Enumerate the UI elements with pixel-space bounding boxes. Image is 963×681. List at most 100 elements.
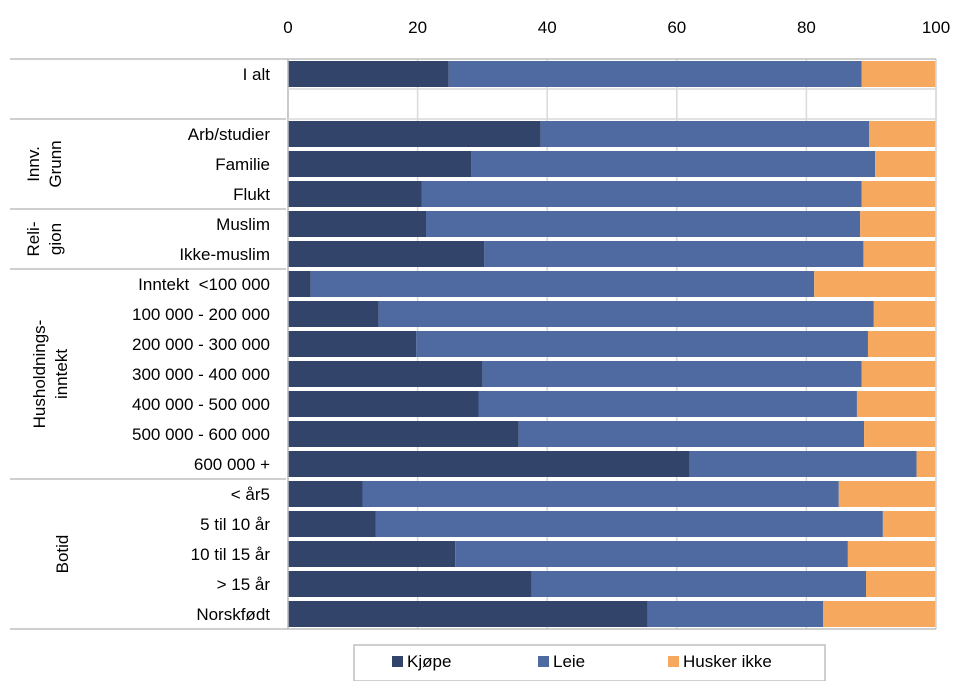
category-label: > 15 år — [217, 575, 271, 594]
bar-kjøpe — [288, 241, 485, 267]
x-tick-label: 20 — [408, 18, 427, 37]
category-label: I alt — [243, 65, 271, 84]
bar-kjøpe — [288, 331, 417, 357]
category-label: 300 000 - 400 000 — [132, 365, 270, 384]
group-label-line: Botid — [53, 535, 72, 574]
bar-kjøpe — [288, 151, 472, 177]
bar-leie — [478, 391, 857, 417]
bar-kjøpe — [288, 481, 363, 507]
category-label: 100 000 - 200 000 — [132, 305, 270, 324]
category-label: 200 000 - 300 000 — [132, 335, 270, 354]
category-label: Familie — [215, 155, 270, 174]
bar-leie — [540, 121, 870, 147]
bar-leie — [531, 571, 867, 597]
x-tick-label: 60 — [667, 18, 686, 37]
bar-husker-ikke — [882, 511, 936, 537]
bar-leie — [378, 301, 874, 327]
bar-leie — [426, 211, 861, 237]
bar-kjøpe — [288, 391, 479, 417]
bar-leie — [471, 151, 876, 177]
group-label: Husholdnings-inntekt — [30, 320, 71, 429]
x-tick-labels: 0 20 40 60 80 100 — [283, 18, 950, 37]
legend-swatch — [668, 656, 679, 667]
bar-husker-ikke — [860, 211, 936, 237]
bar-leie — [518, 421, 865, 447]
legend-box — [353, 644, 826, 681]
bars — [288, 61, 936, 627]
category-label: 600 000 + — [194, 455, 270, 474]
bar-husker-ikke — [864, 421, 936, 447]
group-label-line: inntekt — [52, 349, 71, 399]
bar-husker-ikke — [847, 541, 936, 567]
bar-kjøpe — [288, 61, 449, 87]
group-label-line: Grunn — [46, 140, 65, 187]
category-labels: I alt Arb/studier Familie Flukt Muslim Ikke-m… — [132, 65, 270, 624]
category-label: Norskfødt — [196, 605, 270, 624]
bar-leie — [421, 181, 862, 207]
legend-label: Husker ikke — [683, 652, 772, 671]
legend-swatch — [538, 656, 549, 667]
bar-leie — [375, 511, 883, 537]
bar-husker-ikke — [873, 301, 936, 327]
bar-kjøpe — [288, 181, 422, 207]
bar-leie — [455, 541, 848, 567]
bar-kjøpe — [288, 301, 379, 327]
bar-kjøpe — [288, 451, 690, 477]
bar-kjøpe — [288, 541, 456, 567]
bar-kjøpe — [288, 571, 532, 597]
bar-husker-ikke — [823, 601, 936, 627]
bar-kjøpe — [288, 121, 541, 147]
group-label-line: Husholdnings- — [30, 320, 49, 429]
category-label: 10 til 15 år — [191, 545, 271, 564]
bar-husker-ikke — [861, 181, 936, 207]
group-label-line: gion — [46, 223, 65, 255]
legend-swatch — [392, 656, 403, 667]
frame — [10, 58, 937, 630]
bar-husker-ikke — [861, 61, 936, 87]
group-labels: Innv. Grunn Reli-gion Husholdnings-inntekt B… — [24, 140, 72, 573]
legend: Kjøpe Leie Husker ikke — [353, 644, 826, 681]
group-label-line: Reli- — [24, 222, 43, 257]
bar-leie — [448, 61, 862, 87]
category-label: 5 til 10 år — [200, 515, 270, 534]
bar-leie — [689, 451, 917, 477]
bar-kjøpe — [288, 601, 648, 627]
group-label: Reli-gion — [24, 222, 65, 257]
bar-leie — [647, 601, 824, 627]
bar-husker-ikke — [814, 271, 936, 297]
bar-leie — [362, 481, 839, 507]
bar-kjøpe — [288, 271, 311, 297]
x-tick-label: 100 — [922, 18, 950, 37]
category-label: 500 000 - 600 000 — [132, 425, 270, 444]
legend-label: Kjøpe — [407, 652, 451, 671]
bar-husker-ikke — [861, 361, 936, 387]
bar-husker-ikke — [867, 331, 936, 357]
group-label: Innv. Grunn — [24, 140, 65, 187]
bar-kjøpe — [288, 511, 376, 537]
category-label: Inntekt <100 000 — [138, 275, 270, 294]
group-label-line: Innv. — [24, 146, 43, 182]
group-label: Botid — [53, 535, 72, 574]
bar-leie — [484, 241, 864, 267]
category-label: 400 000 - 500 000 — [132, 395, 270, 414]
bar-kjøpe — [288, 421, 519, 447]
bar-kjøpe — [288, 361, 483, 387]
bar-leie — [310, 271, 815, 297]
x-tick-label: 40 — [538, 18, 557, 37]
bar-leie — [416, 331, 868, 357]
bar-husker-ikke — [869, 121, 936, 147]
bar-kjøpe — [288, 211, 427, 237]
bar-husker-ikke — [856, 391, 936, 417]
bar-husker-ikke — [866, 571, 936, 597]
bar-leie — [482, 361, 862, 387]
category-label: Muslim — [216, 215, 270, 234]
bar-husker-ikke — [875, 151, 936, 177]
category-label: Ikke-muslim — [179, 245, 270, 264]
x-tick-label: 80 — [797, 18, 816, 37]
legend-label: Leie — [553, 652, 585, 671]
category-label: Flukt — [233, 185, 270, 204]
bar-husker-ikke — [838, 481, 936, 507]
bar-husker-ikke — [916, 451, 936, 477]
x-tick-label: 0 — [283, 18, 292, 37]
